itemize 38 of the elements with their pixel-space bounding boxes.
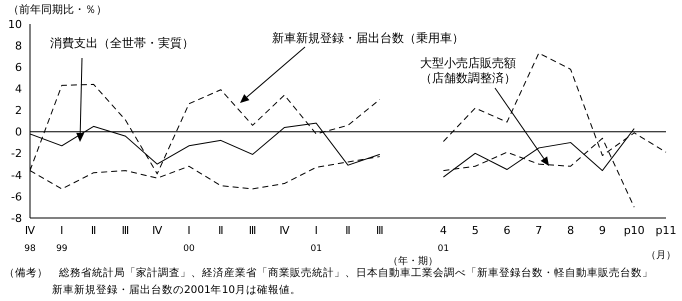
x-tick-label: Ⅱ <box>345 224 351 237</box>
x-tick-label: 7 <box>535 224 542 237</box>
y-tick-label: 6 <box>15 61 22 74</box>
y-tick-label: 0 <box>15 126 22 139</box>
x-tick-label: p10 <box>624 224 645 237</box>
y-tick-label: 2 <box>15 104 22 118</box>
y-axis-title: （前年同期比・％） <box>8 2 107 17</box>
x-tick-label: Ⅱ <box>218 224 224 237</box>
x-tick-label: Ⅰ 00 <box>183 224 195 254</box>
text: （備考） 総務省統計局「家計調査」、経済産業省「商業販売統計」、日本自動車工業会調べ「新車登録台数・軽自動車販売台数」 <box>4 266 653 280</box>
x-tick-label: Ⅰ 01 <box>310 224 322 254</box>
y-tick-label: -4 <box>11 168 22 182</box>
y-tick-label: 8 <box>15 39 22 52</box>
text: 新車新規登録・届出台数（乗用車） <box>272 31 464 46</box>
x-tick-label: Ⅱ <box>90 224 96 237</box>
text: 新車新規登録・届出台数の2001年10月は確報値。 <box>52 283 302 297</box>
y-tick-label: -2 <box>11 147 22 160</box>
x-tick-label: Ⅳ <box>152 224 164 237</box>
x-tick-label: Ⅲ <box>376 224 384 237</box>
text: （月） <box>646 249 676 262</box>
x-tick-label: Ⅲ <box>122 224 130 237</box>
x-tick-label: Ⅳ 98 <box>24 224 36 254</box>
x-axis-title: （年・期） <box>388 254 438 267</box>
y-tick-label: 4 <box>15 82 22 96</box>
y-tick-label: 10 <box>8 18 22 31</box>
text: 大型小売店販売額（店舗数調整済） <box>419 56 517 86</box>
x-tick-label: 9 <box>598 224 606 237</box>
x-tick-label: Ⅰ 99 <box>56 224 68 254</box>
x-tick-label: 8 <box>567 224 574 237</box>
x-tick-label: Ⅳ <box>279 224 290 237</box>
x-tick-label: Ⅲ <box>248 224 256 237</box>
y-tick-label: -6 <box>11 190 22 204</box>
x-tick-label: 6 <box>504 224 510 237</box>
text: 消費支出（全世帯・実質） <box>50 36 194 51</box>
y-tick-label: -8 <box>11 212 22 225</box>
x-tick-label: 4 01 <box>438 224 450 254</box>
x-tick-label: 5 <box>472 224 479 237</box>
x-tick-label: p11 <box>656 224 676 237</box>
